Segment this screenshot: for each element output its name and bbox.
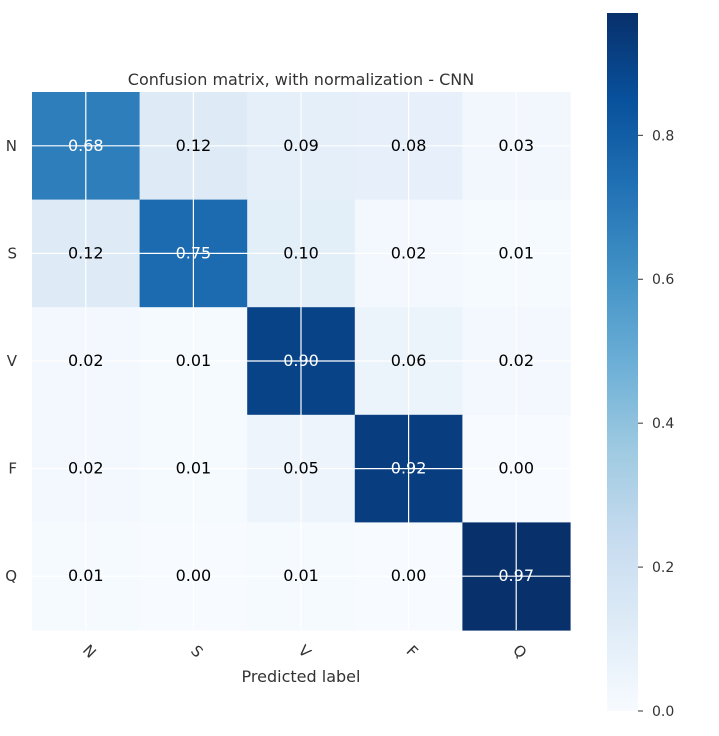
cell-value-label: 0.06: [391, 351, 427, 370]
cell-value-label: 0.00: [498, 459, 534, 478]
y-tick-label: V: [7, 352, 18, 370]
y-tick-label: N: [6, 137, 17, 155]
colorbar-tick-label: 0.6: [652, 272, 674, 288]
cell-value-label: 0.92: [391, 459, 427, 478]
x-tick-label: F: [403, 642, 422, 661]
x-tick-label: S: [187, 642, 206, 661]
colorbar-tick-label: 0.0: [652, 704, 674, 720]
y-tick-label: F: [8, 460, 17, 478]
cell-value-label: 0.01: [283, 566, 319, 585]
colorbar-tick-label: 0.4: [652, 416, 674, 432]
cell-value-label: 0.12: [68, 243, 104, 262]
cell-value-label: 0.09: [283, 136, 319, 155]
cell-value-label: 0.90: [283, 351, 319, 370]
cell-value-label: 0.97: [498, 566, 534, 585]
cell-value-label: 0.02: [68, 459, 104, 478]
cell-value-labels: 0.68 0.12 0.09 0.08 0.03 0.12 0.75 0.10 0.02 0.01…: [68, 136, 534, 585]
cell-value-label: 0.01: [176, 459, 212, 478]
cell-value-label: 0.05: [283, 459, 319, 478]
cell-value-label: 0.01: [176, 351, 212, 370]
x-tick-label: N: [79, 641, 100, 662]
cell-value-label: 0.08: [391, 136, 427, 155]
cell-value-label: 0.02: [498, 351, 534, 370]
colorbar-tick-labels: 0.0 0.2 0.4 0.6 0.8: [638, 128, 674, 720]
cell-value-label: 0.01: [498, 243, 534, 262]
x-tick-label: V: [295, 641, 316, 662]
cell-value-label: 0.00: [176, 566, 212, 585]
chart-title: Confusion matrix, with normalization - C…: [128, 70, 474, 89]
colorbar-tick-label: 0.8: [652, 128, 674, 144]
cell-value-label: 0.01: [68, 566, 104, 585]
cell-value-label: 0.03: [498, 136, 534, 155]
cell-value-label: 0.00: [391, 566, 427, 585]
y-tick-label: S: [7, 244, 17, 262]
colorbar-tick-label: 0.2: [652, 560, 674, 576]
cell-value-label: 0.02: [68, 351, 104, 370]
cell-value-label: 0.02: [391, 243, 427, 262]
x-tick-label: Q: [509, 641, 530, 662]
colorbar: [607, 13, 638, 711]
cell-value-label: 0.12: [176, 136, 212, 155]
cell-value-label: 0.10: [283, 243, 319, 262]
y-tick-label: Q: [5, 567, 17, 585]
heatmap-grid: [32, 92, 570, 630]
cell-value-label: 0.75: [176, 243, 212, 262]
x-axis-label: Predicted label: [242, 667, 361, 686]
y-axis-tick-labels: N S V F Q: [5, 137, 18, 585]
cell-value-label: 0.68: [68, 136, 104, 155]
